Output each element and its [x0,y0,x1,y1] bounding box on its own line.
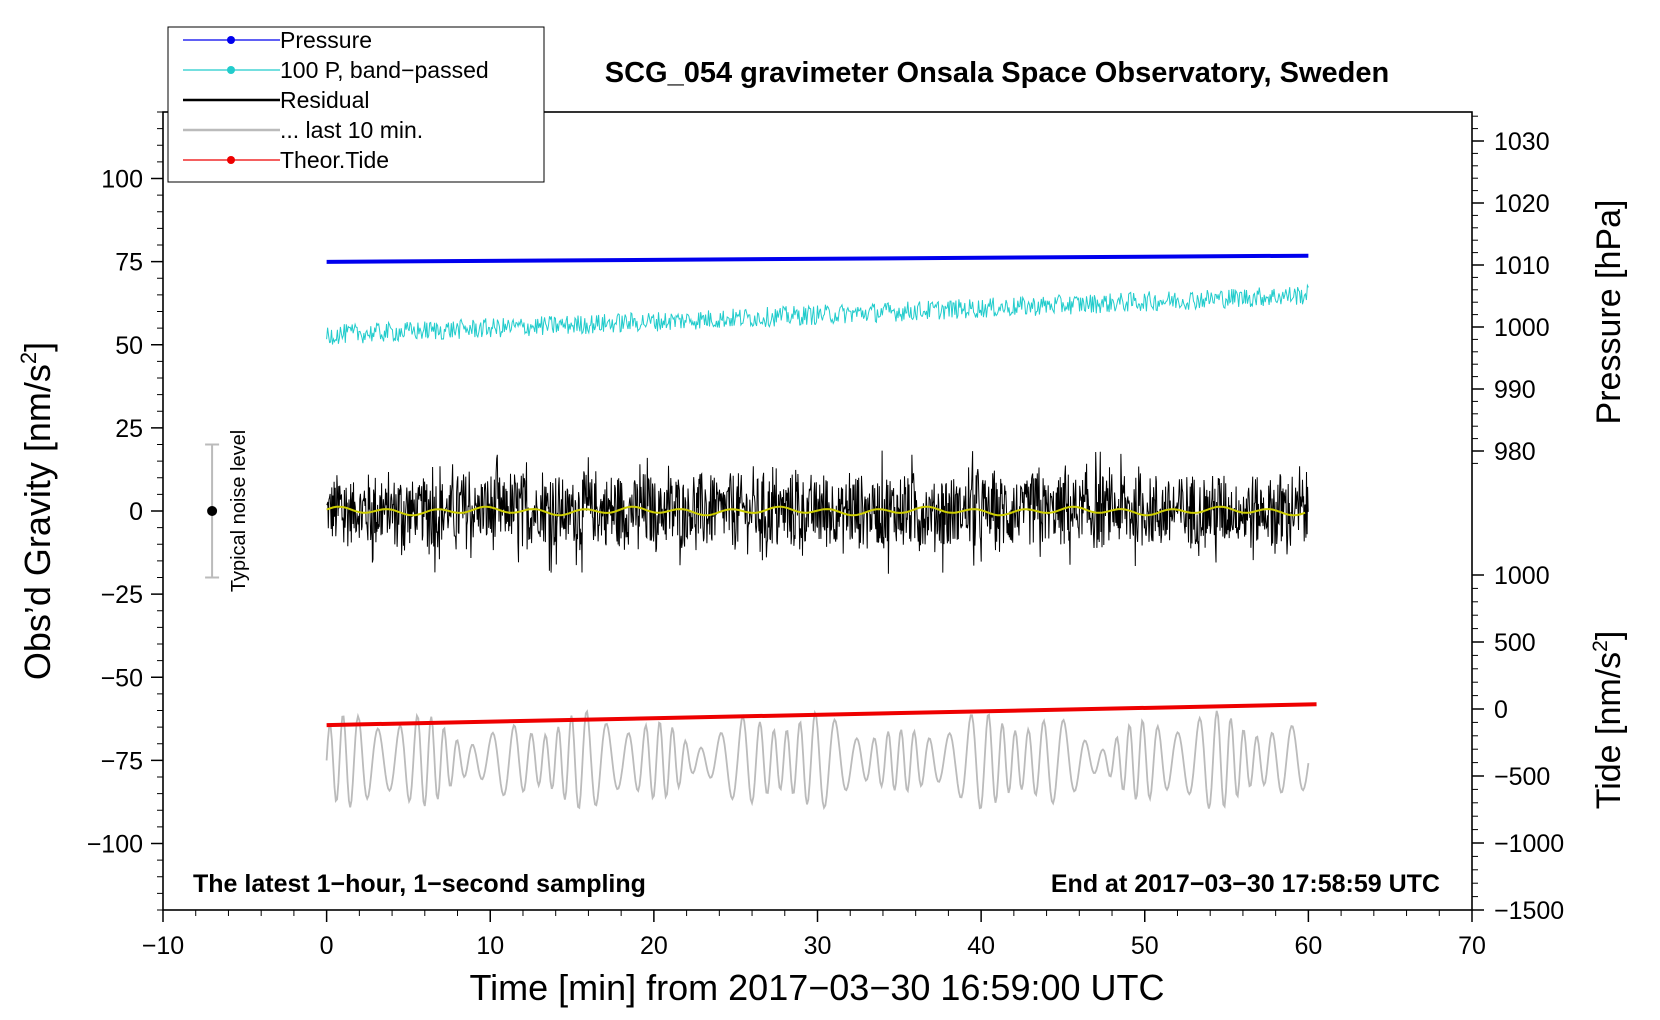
y-tick-label: 100 [101,166,143,194]
x-tick-label: 60 [1294,932,1322,960]
pressure-tick-label: 1000 [1494,314,1550,342]
x-tick-label: 30 [804,932,832,960]
annotation-sampling: The latest 1−hour, 1−second sampling [193,870,646,898]
x-tick-label: 20 [640,932,668,960]
y-tick-label: 0 [129,498,143,526]
tide-axis-label-sup: 2 [1589,640,1612,652]
y-tick-label: −50 [101,664,143,692]
legend-label: 100 P, band−passed [280,57,489,83]
tide-tick-label: 0 [1494,696,1508,724]
x-tick-label: 0 [320,932,334,960]
chart-title: SCG_054 gravimeter Onsala Space Observat… [605,57,1389,89]
tide-axis-label: Tide [nm/s2] [1589,631,1628,810]
y-axis-label: Obs’d Gravity [nm/s2] [16,342,58,680]
pressure-tick-label: 1030 [1494,128,1550,156]
tide-tick-label: −1500 [1494,897,1564,925]
legend-marker [227,66,235,74]
y-tick-label: 50 [115,332,143,360]
series-residual [326,450,1309,574]
y-axis-tide: −1500 −1000 −500 0 500 1000 [1472,562,1564,925]
x-tick-label: −10 [142,932,184,960]
legend-marker [227,36,235,44]
tide-tick-label: −1000 [1494,830,1564,858]
pressure-tick-label: 980 [1494,438,1536,466]
y-tick-label: −75 [101,747,143,775]
y-axis-pressure: 980 990 1000 1010 1020 1030 [1472,115,1550,466]
legend-marker [227,156,235,164]
x-tick-label: 40 [967,932,995,960]
y-tick-label: −100 [87,831,143,859]
x-tick-label: 70 [1458,932,1486,960]
pressure-tick-label: 1010 [1494,252,1550,280]
legend-label: ... last 10 min. [280,117,423,143]
legend: Pressure 100 P, band−passed Residual ... la… [183,27,489,173]
legend-label: Pressure [280,27,372,53]
noise-level-label: Typical noise level [228,430,250,592]
pressure-axis-label: Pressure [hPa] [1590,200,1628,425]
y-tick-label: −25 [101,581,143,609]
y-tick-label: 25 [115,415,143,443]
series-residual-smoothed [326,505,1306,517]
pressure-tick-label: 990 [1494,376,1536,404]
series-theoretical-tide [326,702,1317,728]
y-axis-label-sup: 2 [16,352,41,364]
legend-label: Residual [280,87,370,113]
x-tick-label: 10 [476,932,504,960]
series-layer [325,253,1317,811]
series-band-passed-pressure [326,283,1309,345]
tide-tick-label: 1000 [1494,562,1550,590]
y-axis-label-close: ] [17,342,58,352]
noise-bar-center-dot [207,506,218,516]
legend-label: Theor.Tide [280,147,389,173]
tide-axis-label-main: Tide [nm/s [1590,652,1628,809]
tide-tick-label: 500 [1494,629,1536,657]
x-axis-label: Time [min] from 2017−03−30 16:59:00 UTC [469,967,1164,1008]
x-tick-label: 50 [1131,932,1159,960]
tide-tick-label: −500 [1494,763,1550,791]
y-axis-label-main: Obs’d Gravity [nm/s [17,364,58,680]
pressure-tick-label: 1020 [1494,190,1550,218]
y-tick-label: 75 [115,249,143,277]
series-last-10-min [325,709,1310,811]
annotation-end-time: End at 2017−03−30 17:58:59 UTC [1051,870,1440,898]
y-axis-gravity: −100 −75 −50 −25 0 25 50 75 100 [87,111,163,911]
x-axis: −10 0 10 20 30 40 50 60 70 [142,910,1486,960]
series-pressure [326,253,1309,264]
noise-level-indicator [205,443,220,579]
tide-axis-label-close: ] [1590,631,1628,640]
